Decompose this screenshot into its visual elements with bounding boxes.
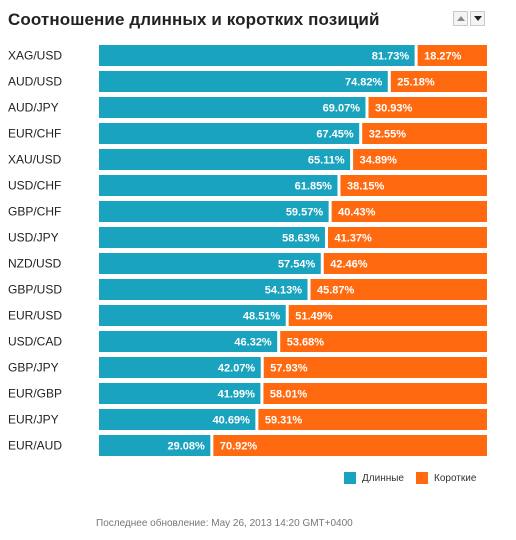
long-bar	[99, 71, 388, 92]
category-label: EUR/USD	[8, 309, 62, 323]
short-bar	[310, 279, 487, 300]
long-value-label: 42.07%	[218, 363, 256, 375]
long-value-label: 54.13%	[265, 285, 303, 297]
category-label: EUR/JPY	[8, 413, 59, 427]
long-value-label: 41.99%	[218, 389, 256, 401]
long-bar	[99, 279, 308, 300]
short-value-label: 18.27%	[424, 51, 462, 63]
category-label: USD/JPY	[8, 231, 59, 245]
short-value-label: 32.55%	[369, 129, 407, 141]
short-bar	[390, 71, 487, 92]
long-value-label: 59.57%	[286, 207, 324, 219]
short-value-label: 42.46%	[330, 259, 368, 271]
short-bar	[340, 175, 487, 196]
category-label: EUR/CHF	[8, 127, 61, 141]
long-value-label: 61.85%	[295, 181, 333, 193]
short-value-label: 34.89%	[360, 155, 398, 167]
legend-long-swatch	[344, 472, 356, 484]
last-updated: Последнее обновление: May 26, 2013 14:20…	[96, 518, 353, 529]
category-label: EUR/GBP	[8, 387, 62, 401]
long-bar	[99, 331, 278, 352]
short-value-label: 70.92%	[220, 441, 258, 453]
short-bar	[368, 97, 487, 118]
long-bar	[99, 201, 329, 222]
short-value-label: 45.87%	[317, 285, 355, 297]
legend-long-label: Длинные	[362, 472, 404, 484]
long-value-label: 29.08%	[168, 441, 206, 453]
long-bar	[99, 357, 261, 378]
category-label: USD/CAD	[8, 335, 62, 349]
short-bar	[258, 409, 487, 430]
short-value-label: 30.93%	[375, 103, 413, 115]
long-value-label: 69.07%	[323, 103, 361, 115]
short-bar	[263, 357, 487, 378]
category-label: XAU/USD	[8, 153, 62, 167]
long-value-label: 46.32%	[234, 337, 272, 349]
category-label: GBP/USD	[8, 283, 62, 297]
long-bar	[99, 383, 261, 404]
legend-short: Короткие	[416, 472, 476, 484]
long-bar	[99, 97, 366, 118]
short-value-label: 58.01%	[270, 389, 308, 401]
category-label: GBP/JPY	[8, 361, 59, 375]
category-label: AUD/JPY	[8, 101, 59, 115]
short-value-label: 25.18%	[397, 77, 435, 89]
short-bar	[263, 383, 487, 404]
ratio-chart: XAG/USD 81.73% 18.27% AUD/USD 74.82% 25.18% AU…	[8, 45, 488, 456]
short-bar	[362, 123, 487, 144]
short-bar	[327, 227, 487, 248]
long-value-label: 65.11%	[308, 155, 345, 167]
short-value-label: 57.93%	[270, 363, 308, 375]
long-bar	[99, 305, 286, 326]
short-bar	[280, 331, 487, 352]
short-bar	[213, 435, 488, 456]
short-bar	[417, 45, 487, 66]
long-bar	[99, 175, 338, 196]
long-value-label: 81.73%	[372, 51, 410, 63]
long-value-label: 40.69%	[213, 415, 251, 427]
legend-short-label: Короткие	[434, 472, 477, 484]
short-bar	[288, 305, 487, 326]
long-bar	[99, 253, 321, 274]
long-bar	[99, 149, 351, 170]
long-value-label: 48.51%	[243, 311, 281, 323]
short-value-label: 51.49%	[295, 311, 333, 323]
short-bar	[331, 201, 487, 222]
short-bar	[323, 253, 487, 274]
long-value-label: 58.63%	[282, 233, 320, 245]
short-value-label: 38.15%	[347, 181, 385, 193]
category-label: EUR/AUD	[8, 439, 62, 453]
short-value-label: 40.43%	[338, 207, 376, 219]
category-label: AUD/USD	[8, 75, 62, 89]
legend-short-swatch	[416, 472, 428, 484]
legend-long: Длинные	[344, 472, 404, 484]
long-value-label: 57.54%	[278, 259, 316, 271]
long-bar	[99, 409, 256, 430]
sort-up-button[interactable]	[453, 11, 468, 26]
category-label: NZD/USD	[8, 257, 62, 271]
category-label: USD/CHF	[8, 179, 61, 193]
sort-down-button[interactable]	[470, 11, 485, 26]
long-bar	[99, 45, 415, 66]
long-value-label: 74.82%	[345, 77, 383, 89]
short-bar	[353, 149, 487, 170]
chart-title: Соотношение длинных и коротких позиций	[8, 10, 380, 29]
short-value-label: 59.31%	[265, 415, 303, 427]
short-value-label: 41.37%	[334, 233, 372, 245]
long-bar	[99, 227, 325, 248]
long-value-label: 67.45%	[316, 129, 354, 141]
category-label: XAG/USD	[8, 49, 62, 63]
long-bar	[99, 435, 211, 456]
short-value-label: 53.68%	[287, 337, 325, 349]
category-label: GBP/CHF	[8, 205, 61, 219]
long-bar	[99, 123, 360, 144]
